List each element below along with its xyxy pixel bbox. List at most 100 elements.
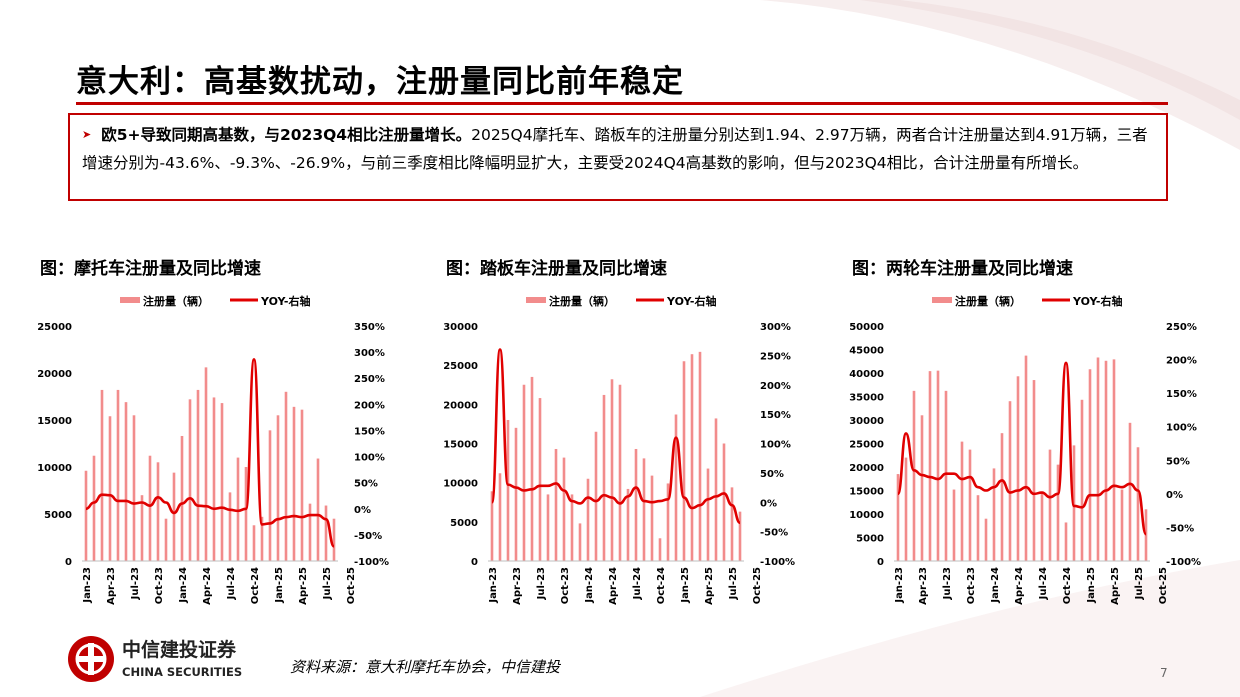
bar bbox=[1104, 360, 1108, 561]
y-tick-label: 5000 bbox=[856, 534, 884, 545]
bar bbox=[276, 415, 280, 561]
yoy-line bbox=[490, 348, 741, 525]
x-tick-label: Oct-23 bbox=[154, 567, 165, 604]
bar bbox=[952, 489, 956, 561]
legend-label-bars: 注册量（辆） bbox=[955, 294, 1021, 308]
y-tick-label: 20000 bbox=[443, 400, 478, 411]
y-tick-label: 20000 bbox=[849, 463, 884, 474]
bar bbox=[944, 390, 948, 561]
y2-tick-label: 0% bbox=[354, 505, 371, 516]
bar bbox=[928, 371, 932, 561]
x-tick-label: Jan-24 bbox=[584, 567, 595, 604]
y2-tick-label: 150% bbox=[760, 410, 791, 421]
bar bbox=[1024, 355, 1028, 561]
x-tick-label: Jul-24 bbox=[632, 567, 643, 600]
y-tick-label: 30000 bbox=[443, 322, 478, 333]
x-tick-label: Apr-23 bbox=[106, 567, 117, 605]
bar bbox=[180, 435, 184, 561]
y2-tick-label: -100% bbox=[354, 557, 389, 568]
bar bbox=[610, 379, 614, 561]
bar bbox=[738, 511, 742, 561]
x-tick-label: Apr-23 bbox=[512, 567, 523, 605]
bar bbox=[284, 391, 288, 561]
x-tick-label: Jan-23 bbox=[488, 567, 499, 604]
y2-tick-label: 250% bbox=[760, 351, 791, 362]
bar bbox=[92, 455, 96, 561]
y-tick-label: 0 bbox=[65, 557, 72, 568]
y2-tick-label: -100% bbox=[760, 557, 795, 568]
y2-tick-label: 100% bbox=[354, 453, 385, 464]
bar bbox=[1128, 422, 1132, 561]
bar bbox=[904, 457, 908, 561]
x-tick-label: Apr-23 bbox=[918, 567, 929, 605]
bar bbox=[896, 474, 900, 561]
x-tick-label: Jul-25 bbox=[322, 567, 333, 600]
title-divider bbox=[76, 102, 1168, 105]
x-tick-label: Jul-23 bbox=[536, 567, 547, 600]
x-tick-label: Jul-24 bbox=[226, 567, 237, 600]
bar bbox=[682, 361, 686, 561]
bar bbox=[658, 538, 662, 561]
y-tick-label: 10000 bbox=[443, 479, 478, 490]
bar bbox=[498, 473, 502, 561]
legend-label-line: YOY-右轴 bbox=[260, 294, 310, 308]
bar bbox=[674, 414, 678, 561]
y2-tick-label: 50% bbox=[760, 469, 784, 480]
x-tick-label: Oct-24 bbox=[656, 567, 667, 604]
y-tick-label: 20000 bbox=[37, 369, 72, 380]
bar bbox=[84, 470, 88, 561]
y-tick-label: 40000 bbox=[849, 369, 884, 380]
yoy-line bbox=[896, 361, 1148, 536]
x-tick-label: Oct-25 bbox=[346, 567, 357, 604]
y-tick-label: 10000 bbox=[37, 463, 72, 474]
bar bbox=[164, 518, 168, 561]
bar bbox=[100, 389, 104, 561]
bar bbox=[554, 448, 558, 561]
x-tick-label: Oct-24 bbox=[1062, 567, 1073, 604]
logo-cn-text: 中信建投证券 bbox=[122, 638, 237, 661]
y-tick-label: 25000 bbox=[37, 322, 72, 333]
bar bbox=[968, 449, 972, 561]
y-tick-label: 5000 bbox=[450, 518, 478, 529]
bar bbox=[1112, 359, 1116, 561]
bar bbox=[960, 441, 964, 561]
bar bbox=[920, 415, 924, 561]
bar bbox=[1056, 464, 1060, 561]
bar bbox=[714, 418, 718, 561]
bar bbox=[490, 491, 494, 561]
bar bbox=[936, 370, 940, 561]
chart-legend: 注册量（辆） YOY-右轴 bbox=[526, 294, 716, 308]
y2-tick-label: 150% bbox=[1166, 389, 1197, 400]
y-tick-label: 30000 bbox=[849, 416, 884, 427]
legend-bar-swatch bbox=[526, 297, 546, 303]
page-title: 意大利：高基数扰动，注册量同比前年稳定 bbox=[76, 64, 684, 100]
chart-motorcycle: 注册量（辆） YOY-右轴 0 5000 10000 15000 20000 25000 -10… bbox=[37, 294, 389, 605]
chart-legend: 注册量（辆） YOY-右轴 bbox=[120, 294, 310, 308]
bar bbox=[562, 457, 566, 561]
y2-tick-label: -50% bbox=[1166, 523, 1194, 534]
bar bbox=[722, 443, 726, 561]
bar bbox=[602, 394, 606, 561]
x-tick-label: Jan-25 bbox=[1086, 567, 1097, 604]
bar bbox=[236, 457, 240, 561]
bar bbox=[172, 472, 176, 561]
bar bbox=[984, 518, 988, 561]
bar bbox=[148, 455, 152, 561]
bar bbox=[268, 430, 272, 561]
y-tick-label: 25000 bbox=[849, 440, 884, 451]
bar bbox=[1040, 491, 1044, 561]
summary-body: 2025Q4摩托车、踏板车的注册量分别达到1.94、2.97万辆，两者合计注册量… bbox=[82, 126, 1148, 172]
bar bbox=[992, 468, 996, 561]
bar bbox=[1008, 401, 1012, 561]
bar bbox=[1072, 445, 1076, 561]
bar bbox=[514, 427, 518, 561]
bar bbox=[546, 494, 550, 561]
bar bbox=[156, 462, 160, 561]
y2-tick-label: 50% bbox=[354, 479, 378, 490]
bar bbox=[586, 478, 590, 561]
summary-box: ➤ 欧5+导致同期高基数，与2023Q4相比注册量增长。2025Q4摩托车、踏板车… bbox=[68, 113, 1168, 201]
y-tick-label: 15000 bbox=[37, 416, 72, 427]
x-tick-label: Apr-24 bbox=[1014, 567, 1025, 605]
summary-lead: 欧5+导致同期高基数，与2023Q4相比注册量增长。 bbox=[101, 126, 472, 144]
legend-bar-swatch bbox=[932, 297, 952, 303]
